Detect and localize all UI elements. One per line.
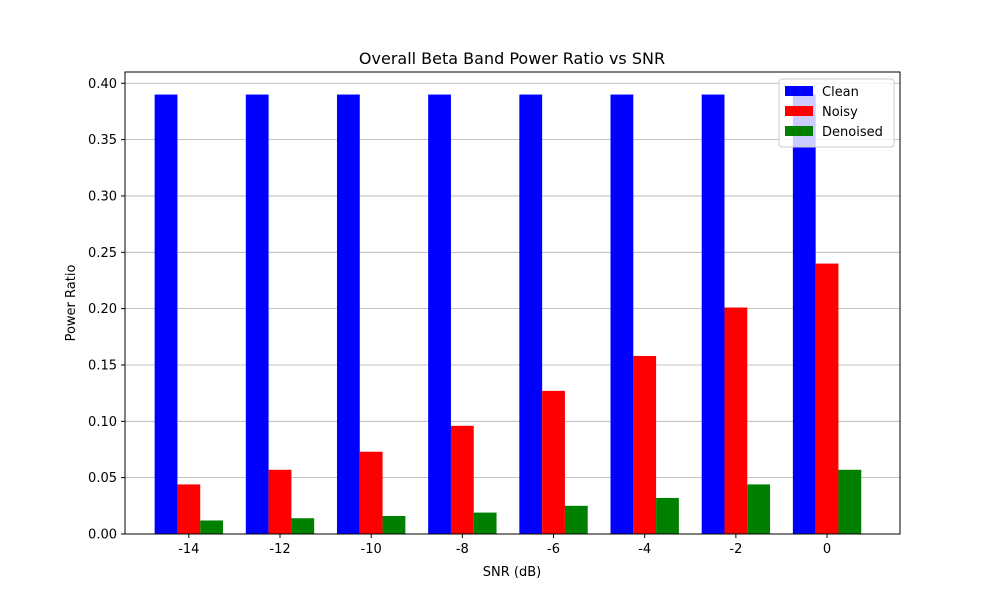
x-axis-label: SNR (dB) — [483, 565, 541, 580]
bar-clean--8 — [428, 94, 451, 534]
bar-denoised--6 — [564, 505, 588, 534]
bar-noisy-0 — [815, 263, 839, 534]
legend-label-clean: Clean — [822, 85, 859, 100]
axis-ticks: 0.00 0.05 0.10 0.15 0.20 0.25 0.30 0.35 0.40 -14 -… — [88, 77, 831, 557]
bar-clean--10 — [336, 94, 360, 534]
chart-title: Overall Beta Band Power Ratio vs SNR — [359, 49, 665, 68]
x-tick-label: -6 — [547, 542, 560, 557]
x-tick-label: -10 — [361, 542, 382, 557]
legend: Clean Noisy Denoised — [778, 78, 895, 148]
bar-clean--12 — [245, 94, 269, 534]
legend-swatch-denoised — [785, 126, 813, 136]
bar-clean--4 — [610, 94, 634, 534]
bar-denoised--10 — [382, 515, 406, 534]
bar-noisy--10 — [359, 451, 383, 534]
y-tick-label: 0.30 — [88, 189, 117, 204]
y-tick-label: 0.20 — [88, 302, 117, 317]
bar-denoised--12 — [291, 518, 315, 534]
bar-noisy--8 — [450, 425, 474, 534]
y-tick-label: 0.00 — [88, 528, 117, 543]
x-tick-label: -4 — [638, 542, 651, 557]
y-tick-label: 0.10 — [88, 415, 117, 430]
y-axis-label: Power Ratio — [64, 265, 79, 342]
bar-noisy--12 — [268, 469, 292, 534]
bar-denoised-0 — [838, 469, 862, 534]
x-tick-label: -14 — [178, 542, 199, 557]
y-tick-label: 0.15 — [88, 358, 117, 373]
x-tick-label: -2 — [729, 542, 742, 557]
grid-lines — [125, 82, 900, 535]
y-tick-label: 0.25 — [88, 246, 117, 261]
y-tick-label: 0.35 — [88, 133, 117, 148]
bar-noisy--4 — [633, 355, 657, 534]
x-tick-label: -8 — [456, 542, 469, 557]
legend-swatch-clean — [785, 86, 813, 96]
bar-clean--14 — [154, 94, 178, 534]
y-tick-label: 0.05 — [88, 471, 117, 486]
bar-denoised--8 — [473, 512, 497, 534]
bar-noisy--14 — [177, 484, 201, 534]
plot-frame — [124, 71, 901, 535]
bar-clean--2 — [701, 94, 725, 534]
bar-denoised--2 — [747, 484, 771, 534]
y-tick-label: 0.40 — [88, 77, 117, 92]
bar-denoised--4 — [656, 497, 679, 534]
bar-noisy--6 — [542, 390, 565, 534]
x-tick-label: -12 — [269, 542, 290, 557]
bars — [154, 94, 862, 534]
legend-label-noisy: Noisy — [822, 105, 858, 120]
bar-noisy--2 — [724, 307, 748, 534]
legend-label-denoised: Denoised — [822, 125, 883, 140]
bar-denoised--14 — [200, 520, 224, 534]
legend-swatch-noisy — [785, 106, 813, 116]
x-tick-label: 0 — [823, 542, 831, 557]
bar-clean-0 — [792, 94, 816, 534]
bar-clean--6 — [519, 94, 543, 534]
